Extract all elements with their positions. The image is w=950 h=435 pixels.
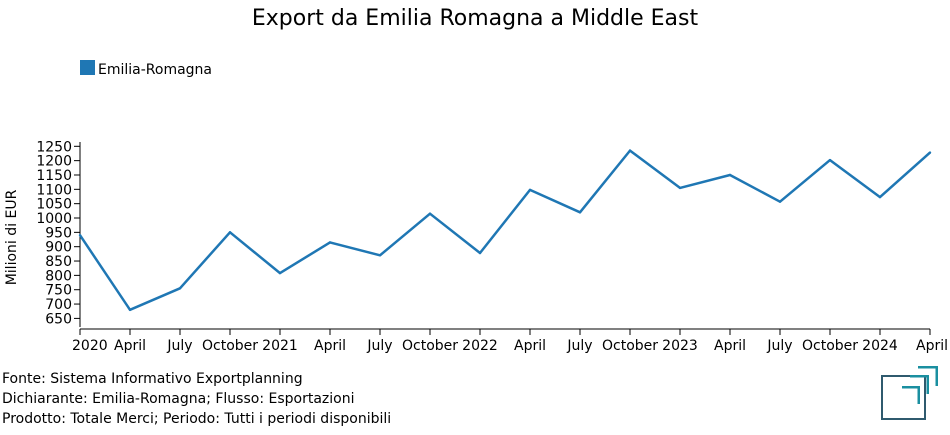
x-tick-label: July	[566, 338, 592, 354]
data-point	[678, 186, 682, 190]
data-point	[178, 287, 182, 290]
x-tick-label: April	[314, 338, 346, 354]
y-tick-label: 1250	[36, 139, 72, 155]
x-axis: 2020 April July October 2021 April July October…	[72, 328, 948, 354]
x-tick-label: October	[202, 338, 258, 354]
y-tick-label: 1050	[36, 197, 72, 213]
x-tick-label: 2023	[662, 338, 698, 354]
x-tick-label: April	[114, 338, 146, 354]
data-point	[78, 234, 82, 237]
y-tick-label: 950	[45, 225, 72, 241]
data-point	[878, 195, 882, 199]
y-tick-label: 800	[45, 268, 72, 284]
y-tick-label: 900	[45, 240, 72, 256]
y-axis: 6507007508008509009501000105011001150120…	[4, 139, 81, 327]
y-tick-label: 850	[45, 254, 72, 270]
data-point	[228, 231, 232, 234]
x-tick-label: July	[366, 338, 392, 354]
y-tick-label: 1150	[36, 168, 72, 184]
x-tick-label: 2020	[72, 338, 108, 354]
data-point	[828, 158, 832, 162]
x-tick-label: July	[766, 338, 792, 354]
data-point	[528, 188, 532, 192]
x-tick-label: April	[916, 338, 948, 354]
data-point	[778, 200, 782, 203]
footer-source: Fonte: Sistema Informativo Exportplannin…	[2, 371, 303, 387]
footer-declarant: Dichiarante: Emilia-Romagna; Flusso: Esp…	[2, 391, 355, 407]
plot-area	[78, 149, 932, 312]
footer-product: Prodotto: Totale Merci; Periodo: Tutti i…	[2, 411, 392, 427]
y-tick-label: 1100	[36, 182, 72, 198]
data-point	[328, 241, 332, 244]
y-tick-label: 700	[45, 297, 72, 313]
data-point	[628, 149, 632, 152]
y-tick-label: 650	[45, 311, 72, 327]
x-tick-label: October	[602, 338, 658, 354]
data-point	[428, 212, 432, 215]
x-tick-label: July	[166, 338, 192, 354]
x-tick-label: 2021	[262, 338, 298, 354]
x-tick-label: 2022	[462, 338, 498, 354]
data-point	[378, 254, 382, 257]
legend: Emilia-Romagna	[80, 60, 212, 78]
data-point	[478, 251, 482, 255]
x-tick-label: April	[714, 338, 746, 354]
chart-title: Export da Emilia Romagna a Middle East	[251, 6, 699, 31]
y-tick-label: 1200	[36, 154, 72, 170]
data-point	[728, 173, 732, 177]
legend-swatch	[80, 60, 95, 75]
y-tick-label: 750	[45, 283, 72, 299]
legend-label: Emilia-Romagna	[98, 62, 212, 78]
data-point	[928, 151, 932, 154]
x-tick-label: April	[514, 338, 546, 354]
y-tick-label: 1000	[36, 211, 72, 227]
x-tick-label: 2024	[862, 338, 898, 354]
data-point	[128, 308, 132, 311]
x-tick-label: October	[402, 338, 458, 354]
data-point	[578, 211, 582, 214]
series-line	[78, 149, 931, 312]
y-axis-label: Milioni di EUR	[4, 189, 20, 285]
data-point	[278, 271, 282, 275]
x-tick-label: October	[802, 338, 858, 354]
exportplanning-logo-icon	[881, 366, 938, 420]
